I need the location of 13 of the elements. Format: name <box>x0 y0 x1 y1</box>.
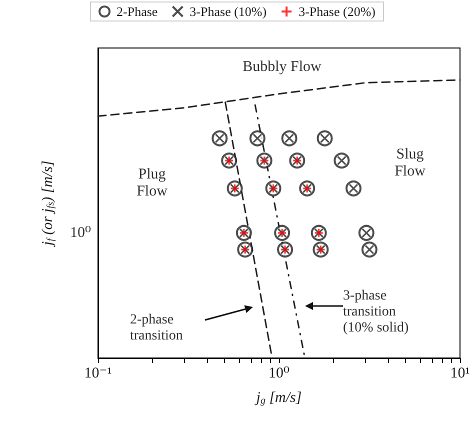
annotation: 2-phase transition <box>130 312 183 344</box>
legend-label: 3-Phase (10%) <box>190 4 267 19</box>
x-tick-label: 10⁰ <box>268 366 290 382</box>
y-axis-title: jf (or jfs) [m/s] <box>40 160 56 248</box>
x-tick-label: 10⁻¹ <box>84 366 112 382</box>
text: Bubbly Flow <box>242 59 322 75</box>
annotation: 3-phase transition (10% solid) <box>343 288 410 336</box>
annotation: Plug Flow <box>136 166 168 200</box>
annotation: Slug Flow <box>394 146 426 180</box>
legend-label: 3-Phase (20%) <box>298 4 376 19</box>
text: 10⁰ <box>70 225 91 241</box>
legend-label: 2-Phase <box>116 4 158 19</box>
x-tick-label: 10¹ <box>450 366 470 382</box>
